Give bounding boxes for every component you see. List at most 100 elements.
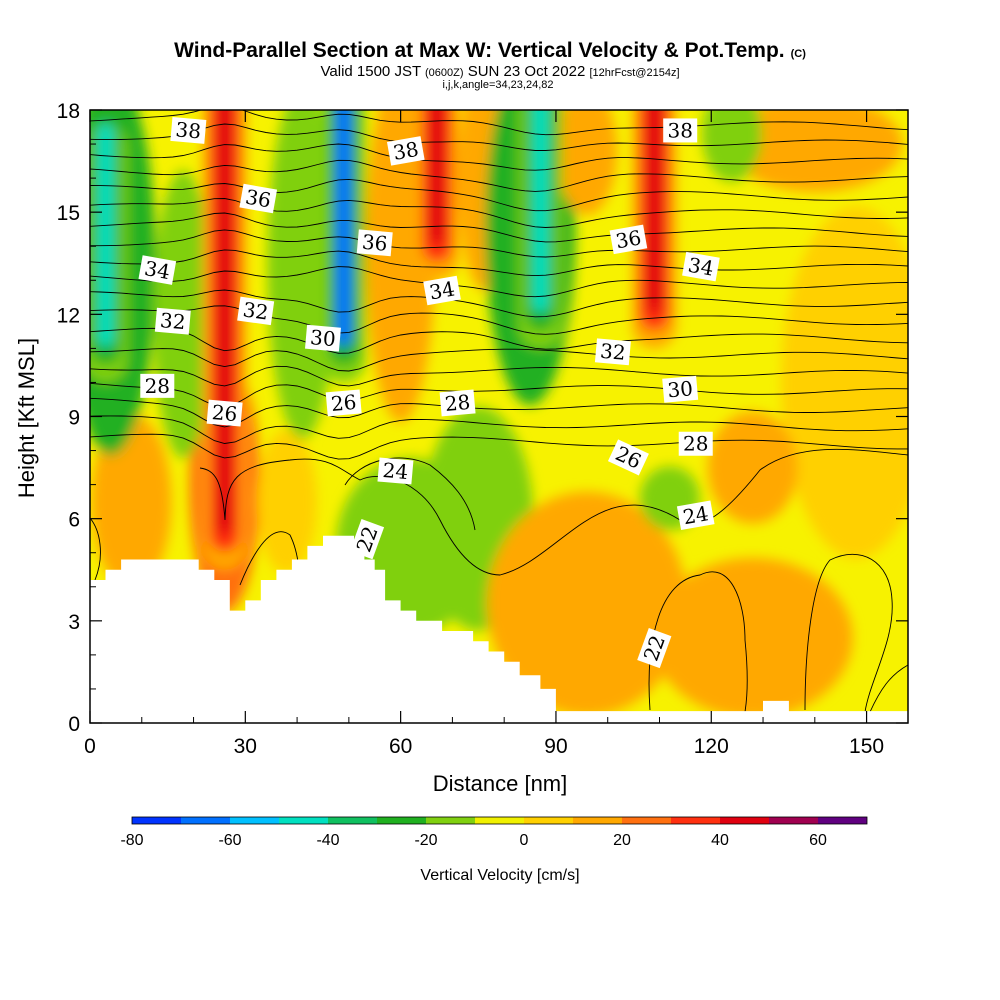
terrain-mask <box>90 535 908 723</box>
chart-title: Wind-Parallel Section at Max W: Vertical… <box>174 39 785 62</box>
contour-label: 30 <box>662 375 699 403</box>
colorbar-swatch <box>230 817 279 824</box>
x-tick-label: 150 <box>849 735 884 758</box>
contour-label: 36 <box>239 183 278 214</box>
x-axis: 0 30 60 90 120 150 <box>84 110 884 758</box>
contour-label: 30 <box>304 324 341 352</box>
y-tick-label: 6 <box>68 509 80 532</box>
colorbar-swatch <box>426 817 475 824</box>
colorbar-swatch <box>671 817 720 824</box>
y-axis-label: Height [Kft MSL] <box>14 338 39 498</box>
valid-utc: (0600Z) <box>425 67 464 79</box>
colorbar-swatch <box>377 817 426 824</box>
velocity-cell <box>781 206 908 559</box>
theta-contour-line <box>869 664 908 713</box>
contour-label: 28 <box>140 373 175 398</box>
theta-contour-line <box>90 178 908 212</box>
velocity-core <box>414 110 459 281</box>
contour-label: 34 <box>423 275 461 306</box>
theta-contour-line <box>90 110 908 136</box>
contour-label-text: 34 <box>686 253 715 281</box>
y-tick-label: 3 <box>68 611 80 634</box>
valid-time: Valid 1500 JST <box>321 63 421 80</box>
contour-label-text: 26 <box>211 400 238 426</box>
contour-label: 34 <box>138 255 177 285</box>
contour-label-text: 30 <box>309 325 336 351</box>
theta-contour-line <box>90 249 908 277</box>
contour-label: 36 <box>609 224 648 255</box>
x-tick-label: 120 <box>694 735 729 758</box>
theta-contour-line <box>90 415 908 444</box>
contour-label-text: 32 <box>599 339 626 365</box>
contour-label-text: 38 <box>175 117 202 143</box>
contour-label-text: 24 <box>681 501 710 529</box>
velocity-cell <box>487 491 688 716</box>
velocity-cell <box>707 411 798 524</box>
theta-contour-line <box>90 123 908 151</box>
theta-contour-line <box>90 327 908 354</box>
y-tick-label: 9 <box>68 407 80 430</box>
theta-contour-line <box>90 289 908 318</box>
colorbar-label: Vertical Velocity [cm/s] <box>420 867 579 884</box>
theta-contour-line <box>90 198 908 228</box>
colorbar-swatch <box>132 817 181 824</box>
colorbar-swatch <box>475 817 524 824</box>
x-tick-label: 90 <box>544 735 567 758</box>
colorbar-tick-label: 0 <box>520 832 529 849</box>
contour-label: 32 <box>154 307 191 335</box>
y-tick-label: 0 <box>68 713 80 736</box>
theta-contour-line <box>90 305 908 335</box>
theta-contour-line <box>90 212 908 243</box>
colorbar: -80 -60 -40 -20 0 20 40 60 <box>120 816 868 849</box>
y-tick-label: 18 <box>57 100 80 123</box>
chart-header: Wind-Parallel Section at Max W: Vertical… <box>174 39 806 91</box>
theta-contour-line <box>90 397 908 428</box>
contour-label: 24 <box>377 457 414 485</box>
y-tick-label: 12 <box>57 304 80 327</box>
theta-contour-line <box>90 348 908 372</box>
contour-label-text: 36 <box>244 185 273 213</box>
theta-contour-line <box>199 448 908 576</box>
colorbar-swatch <box>279 817 328 824</box>
contour-label-text: 36 <box>614 225 643 253</box>
contour-label-text: 28 <box>683 432 708 456</box>
theta-contour-line <box>90 229 908 258</box>
colorbar-swatch <box>524 817 573 824</box>
colorbar-swatch <box>328 817 377 824</box>
section-params: i,j,k,angle=34,23,24,82 <box>442 79 553 91</box>
colorbar-swatch <box>720 817 769 824</box>
contour-label: 38 <box>663 118 698 143</box>
velocity-cell <box>727 110 903 193</box>
copyright-tag: (C) <box>791 48 807 60</box>
theta-contour-line <box>344 457 476 531</box>
colorbar-swatch <box>181 817 230 824</box>
theta-contour-line <box>90 365 908 387</box>
velocity-core <box>632 110 677 349</box>
colorbar-swatch <box>769 817 818 824</box>
contour-label-text: 30 <box>666 376 693 402</box>
contour-label: 34 <box>682 251 720 282</box>
contour-label-text: 26 <box>330 390 357 416</box>
velocity-cell <box>557 110 618 215</box>
contour-label-text: 28 <box>444 390 471 416</box>
contour-label-text: 38 <box>391 137 420 165</box>
theta-contour-line <box>90 143 908 171</box>
x-axis-label: Distance [nm] <box>433 771 568 796</box>
contour-label: 28 <box>678 431 713 456</box>
contour-label-text: 38 <box>667 118 692 142</box>
colorbar-tick-label: 60 <box>809 832 827 849</box>
valid-date: SUN 23 Oct 2022 <box>468 63 586 80</box>
contour-label-text: 34 <box>427 276 456 304</box>
velocity-core <box>90 124 128 383</box>
colorbar-swatch <box>622 817 671 824</box>
plot-area <box>90 110 908 723</box>
x-tick-label: 30 <box>234 735 257 758</box>
theta-contour-line <box>90 517 101 581</box>
velocity-core <box>518 110 563 349</box>
colorbar-tick-label: -20 <box>414 832 437 849</box>
contour-label-text: 28 <box>145 374 170 398</box>
contour-label-text: 34 <box>143 256 172 284</box>
